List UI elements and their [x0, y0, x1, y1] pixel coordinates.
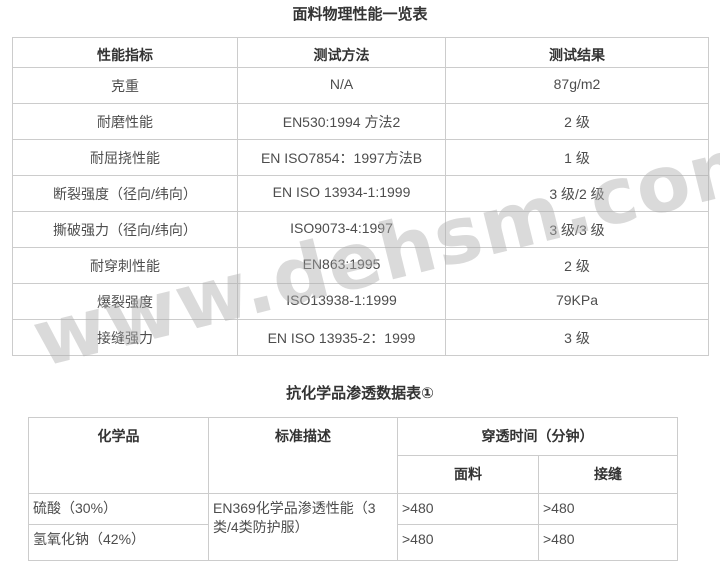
method-cell: EN ISO 13934-1:1999: [237, 175, 446, 212]
chemical-cell: 硫酸（30%）: [28, 493, 209, 525]
result-cell: 2 级: [445, 247, 709, 284]
header-standard: 标准描述: [208, 417, 398, 494]
table-row: 氢氧化钠（42%） >480 >480: [28, 524, 678, 561]
method-cell: N/A: [237, 67, 446, 104]
method-cell: EN530:1994 方法2: [237, 103, 446, 140]
table-row: 耐屈挠性能 EN ISO7854：1997方法B 1 级: [12, 139, 709, 176]
method-cell: EN ISO 13935-2：1999: [237, 319, 446, 356]
fabric-table-title: 面料物理性能一览表: [292, 6, 428, 23]
header-fabric: 面料: [397, 455, 539, 494]
header-method: 测试方法: [237, 37, 446, 68]
method-cell: EN ISO7854：1997方法B: [237, 139, 446, 176]
header-seam: 接缝: [538, 455, 678, 494]
chemical-cell: 氢氧化钠（42%）: [28, 524, 209, 561]
method-cell: EN863:1995: [237, 247, 446, 284]
fabric-table-header-row: 性能指标 测试方法 测试结果: [12, 37, 709, 68]
method-cell: ISO9073-4:1997: [237, 211, 446, 248]
property-cell: 耐穿刺性能: [12, 247, 238, 284]
header-breakthrough-time: 穿透时间（分钟）: [397, 417, 678, 456]
table-row: 耐磨性能 EN530:1994 方法2 2 级: [12, 103, 709, 140]
table-row: 撕破强力（径向/纬向） ISO9073-4:1997 3 级/3 级: [12, 211, 709, 248]
chemical-permeation-table: 化学品 标准描述 穿透时间（分钟） 面料 接缝 硫酸（30%） EN369化学品…: [28, 417, 678, 561]
seam-time-cell: >480: [538, 524, 678, 561]
standard-cell: EN369化学品渗透性能（3类/4类防护服）: [208, 493, 398, 561]
property-cell: 耐磨性能: [12, 103, 238, 140]
method-cell: ISO13938-1:1999: [237, 283, 446, 320]
property-cell: 爆裂强度: [12, 283, 238, 320]
property-cell: 克重: [12, 67, 238, 104]
header-result: 测试结果: [445, 37, 709, 68]
property-cell: 接缝强力: [12, 319, 238, 356]
result-cell: 3 级/3 级: [445, 211, 709, 248]
table-row: 断裂强度（径向/纬向） EN ISO 13934-1:1999 3 级/2 级: [12, 175, 709, 212]
fabric-performance-table: 性能指标 测试方法 测试结果 克重 N/A 87g/m2 耐磨性能 EN530:…: [12, 37, 709, 356]
property-cell: 耐屈挠性能: [12, 139, 238, 176]
fabric-time-cell: >480: [397, 493, 539, 525]
table-row: 硫酸（30%） EN369化学品渗透性能（3类/4类防护服） >480 >480: [28, 493, 678, 561]
table-row: 耐穿刺性能 EN863:1995 2 级: [12, 247, 709, 284]
result-cell: 79KPa: [445, 283, 709, 320]
result-cell: 87g/m2: [445, 67, 709, 104]
result-cell: 2 级: [445, 103, 709, 140]
seam-time-cell: >480: [538, 493, 678, 525]
table-row: 接缝强力 EN ISO 13935-2：1999 3 级: [12, 319, 709, 356]
table-row: 爆裂强度 ISO13938-1:1999 79KPa: [12, 283, 709, 320]
header-property: 性能指标: [12, 37, 238, 68]
fabric-time-cell: >480: [397, 524, 539, 561]
result-cell: 1 级: [445, 139, 709, 176]
table-row: 克重 N/A 87g/m2: [12, 67, 709, 104]
header-chemical: 化学品: [28, 417, 209, 494]
result-cell: 3 级/2 级: [445, 175, 709, 212]
property-cell: 撕破强力（径向/纬向）: [12, 211, 238, 248]
chemical-table-header-row-2: 面料 接缝: [29, 455, 678, 494]
chemical-table-title: 抗化学品渗透数据表①: [286, 385, 434, 402]
chemical-table-header-row-1: 化学品 标准描述 穿透时间（分钟）: [28, 417, 678, 494]
result-cell: 3 级: [445, 319, 709, 356]
property-cell: 断裂强度（径向/纬向）: [12, 175, 238, 212]
